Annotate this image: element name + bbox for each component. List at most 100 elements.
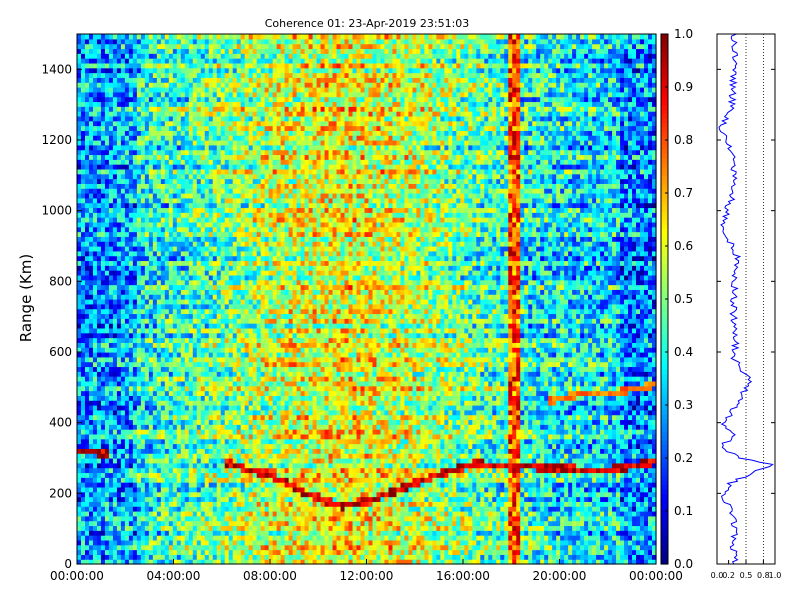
heatmap-cell — [200, 120, 206, 127]
heatmap-cell — [156, 342, 162, 348]
heatmap-cell — [176, 265, 182, 271]
heatmap-cell — [88, 395, 94, 401]
heatmap-cell — [224, 390, 230, 396]
heatmap-cell — [244, 419, 250, 425]
heatmap-cell — [148, 115, 154, 122]
heatmap-cell — [100, 168, 106, 175]
heatmap-cell — [100, 467, 106, 474]
heatmap-cell — [144, 520, 150, 527]
heatmap-cell — [148, 236, 154, 242]
heatmap-cell — [172, 48, 178, 54]
heatmap-cell — [168, 144, 174, 151]
heatmap-cell — [148, 67, 154, 74]
heatmap-cell — [204, 48, 210, 54]
heatmap-cell — [204, 414, 210, 421]
heatmap-cell — [212, 294, 218, 300]
heatmap-cell — [208, 472, 214, 478]
heatmap-cell — [244, 193, 250, 199]
heatmap-cell — [156, 429, 162, 435]
heatmap-cell — [204, 405, 210, 411]
heatmap-cell — [180, 414, 186, 421]
heatmap-cell — [240, 202, 246, 209]
heatmap-cell — [132, 506, 138, 512]
heatmap-cell — [172, 462, 178, 469]
heatmap-cell — [92, 366, 98, 372]
heatmap-cell — [220, 414, 226, 421]
heatmap-cell — [176, 549, 182, 555]
heatmap-cell — [204, 535, 210, 541]
heatmap-cell — [144, 395, 150, 401]
heatmap-cell — [148, 462, 154, 469]
heatmap-cell — [136, 202, 142, 209]
heatmap-cell — [132, 342, 138, 348]
heatmap-cell — [252, 496, 258, 502]
heatmap-cell — [180, 467, 186, 474]
heatmap-cell — [116, 77, 122, 83]
heatmap-cell — [252, 221, 258, 228]
heatmap-cell — [232, 414, 238, 421]
heatmap-cell — [220, 539, 226, 546]
heatmap-cell — [104, 130, 110, 136]
heatmap-cell — [212, 303, 218, 310]
heatmap-cell — [208, 62, 214, 69]
heatmap-cell — [160, 34, 166, 40]
heatmap-cell — [132, 482, 138, 488]
heatmap-cell — [168, 549, 174, 555]
heatmap-cell — [160, 347, 166, 353]
heatmap-cell — [220, 164, 226, 170]
heatmap-cell — [112, 246, 118, 252]
heatmap-cell — [164, 462, 170, 469]
heatmap-cell — [208, 380, 214, 387]
heatmap-cell — [120, 202, 126, 209]
heatmap-cell — [152, 38, 158, 45]
heatmap-cell — [132, 477, 138, 483]
heatmap-cell — [112, 260, 118, 266]
heatmap-cell — [236, 178, 242, 184]
heatmap-cell — [168, 106, 174, 112]
heatmap-cell — [124, 433, 130, 440]
heatmap-cell — [180, 342, 186, 348]
heatmap-cell — [136, 409, 142, 416]
heatmap-cell — [164, 337, 170, 343]
heatmap-cell — [220, 405, 226, 411]
heatmap-cell — [92, 154, 98, 160]
heatmap-cell — [252, 342, 258, 348]
heatmap-cell — [244, 544, 250, 551]
heatmap-cell — [224, 535, 230, 541]
heatmap-cell — [240, 443, 246, 449]
heatmap-cell — [248, 164, 254, 170]
heatmap-cell — [240, 472, 246, 478]
heatmap-cell — [176, 453, 182, 459]
heatmap-cell — [176, 270, 182, 276]
heatmap-cell — [116, 154, 122, 160]
heatmap-cell — [200, 318, 206, 324]
heatmap-cell — [108, 559, 114, 565]
heatmap-cell — [100, 313, 106, 319]
heatmap-cell — [164, 43, 170, 50]
heatmap-cell — [196, 438, 202, 445]
heatmap-cell — [216, 525, 222, 531]
heatmap-cell — [152, 438, 158, 445]
heatmap-cell — [172, 115, 178, 122]
heatmap-cell — [92, 462, 98, 469]
heatmap-cell — [116, 371, 122, 377]
heatmap-cell — [204, 511, 210, 517]
heatmap-cell — [144, 173, 150, 180]
heatmap-cell — [220, 424, 226, 430]
heatmap-cell — [124, 453, 130, 459]
heatmap-cell — [192, 554, 198, 560]
heatmap-cell — [108, 482, 114, 488]
heatmap-cell — [188, 530, 194, 536]
heatmap-cell — [184, 554, 190, 560]
heatmap-cell — [184, 318, 190, 324]
heatmap-cell — [172, 511, 178, 517]
heatmap-cell — [152, 352, 158, 358]
heatmap-cell — [77, 115, 82, 122]
heatmap-cell — [84, 164, 90, 170]
heatmap-cell — [144, 506, 150, 512]
heatmap-cell — [244, 395, 250, 401]
heatmap-cell — [192, 96, 198, 103]
heatmap-cell — [120, 530, 126, 536]
heatmap-cell — [184, 361, 190, 368]
heatmap-cell — [216, 342, 222, 348]
